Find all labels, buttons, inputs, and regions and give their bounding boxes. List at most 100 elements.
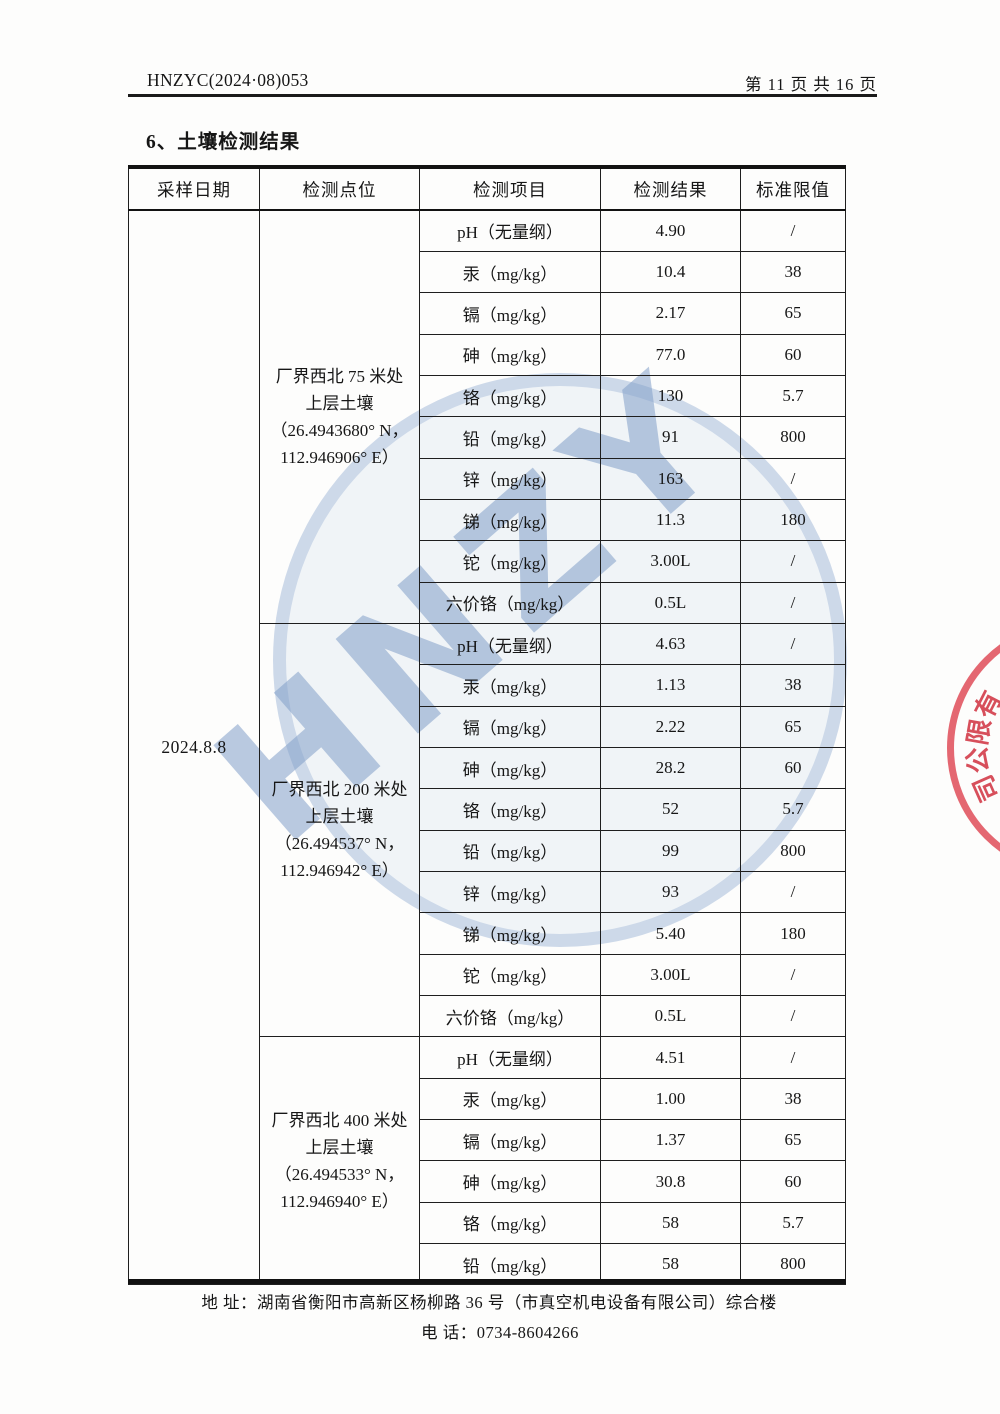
table-row: 厂界西北 400 米处 上层土壤 （26.494533° N， 112.9469… xyxy=(129,1036,846,1286)
location-line: 厂界西北 400 米处 xyxy=(271,1110,408,1130)
table-row: 锑（mg/kg） 5.40 180 xyxy=(129,912,846,955)
item-cell: 锌（mg/kg） xyxy=(419,870,601,914)
limit-cell: 180 xyxy=(740,912,846,955)
section-title: 6、土壤检测结果 xyxy=(146,132,301,153)
table-row: 2024.8.8 厂界西北 75 米处 上层土壤 （26.4943680° N，… xyxy=(128,209,846,1286)
table-header-row: 采样日期 检测点位 检测项目 检测结果 标准限值 xyxy=(128,165,846,211)
limit-cell: 800 xyxy=(740,829,846,873)
limit-cell: / xyxy=(740,870,846,914)
sample-date-cell: 2024.8.8 xyxy=(128,209,260,1286)
item-cell: 六价铬（mg/kg） xyxy=(419,995,601,1038)
item-cell: 铊（mg/kg） xyxy=(419,540,601,583)
limit-cell: 65 xyxy=(740,705,846,748)
table-row: 铬（mg/kg） 130 5.7 xyxy=(129,374,846,418)
result-cell: 4.63 xyxy=(600,622,741,666)
limit-cell: / xyxy=(740,622,846,666)
limit-cell: / xyxy=(740,1036,846,1079)
limit-cell: / xyxy=(740,581,846,624)
item-cell: 六价铬（mg/kg） xyxy=(419,581,601,624)
result-cell: 11.3 xyxy=(600,498,741,542)
col-header-sample-date: 采样日期 xyxy=(128,165,260,211)
limit-cell: / xyxy=(740,457,846,500)
item-cell: 铅（mg/kg） xyxy=(419,416,601,459)
limit-cell: 800 xyxy=(740,1243,846,1286)
limit-cell: 65 xyxy=(740,292,846,335)
item-cell: 铅（mg/kg） xyxy=(419,829,601,873)
table-row: 砷（mg/kg） 28.2 60 xyxy=(129,746,846,790)
result-cell: 1.37 xyxy=(600,1119,741,1162)
item-cell: 镉（mg/kg） xyxy=(419,1119,601,1162)
result-cell: 30.8 xyxy=(600,1160,741,1203)
col-header-limit: 标准限值 xyxy=(740,165,846,211)
location-cell-3: 厂界西北 400 米处 上层土壤 （26.494533° N， 112.9469… xyxy=(259,1036,420,1286)
location-line: （26.494537° N， xyxy=(274,834,405,854)
result-cell: 4.51 xyxy=(600,1036,741,1079)
table-row: 厂界西北 200 米处 上层土壤 （26.494537° N， 112.9469… xyxy=(129,622,846,1038)
limit-cell: 60 xyxy=(740,1160,846,1203)
item-cell: 镉（mg/kg） xyxy=(419,705,601,748)
limit-cell: 60 xyxy=(740,333,846,376)
limit-cell: 5.7 xyxy=(740,1201,846,1245)
item-cell: pH（无量纲） xyxy=(419,1036,601,1079)
table-row: 镉（mg/kg） 1.37 65 xyxy=(129,1119,846,1162)
limit-cell: / xyxy=(740,953,846,997)
location-line: 上层土壤 xyxy=(305,1137,374,1157)
footer-address: 地 址：湖南省衡阳市高新区杨柳路 36 号（市真空机电设备有限公司）综合楼 xyxy=(201,1293,777,1312)
result-cell: 130 xyxy=(600,374,741,418)
item-cell: 铬（mg/kg） xyxy=(419,1201,601,1245)
location-cell-1: 厂界西北 75 米处 上层土壤 （26.4943680° N， 112.9469… xyxy=(259,209,420,624)
item-cell: 锌（mg/kg） xyxy=(419,457,601,500)
item-cell: 锑（mg/kg） xyxy=(419,912,601,955)
location-line: （26.494533° N， xyxy=(274,1164,405,1184)
table-row: 铅（mg/kg） 58 800 xyxy=(129,1243,846,1286)
item-cell: 锑（mg/kg） xyxy=(419,498,601,542)
result-cell: 4.90 xyxy=(600,209,741,252)
table-row: 镉（mg/kg） 2.22 65 xyxy=(129,705,846,748)
table-row: 铅（mg/kg） 91 800 xyxy=(129,416,846,459)
document-number: HNZYC(2024·08)053 xyxy=(147,70,309,90)
result-cell: 52 xyxy=(600,788,741,831)
result-cell: 5.40 xyxy=(600,912,741,955)
result-cell: 3.00L xyxy=(600,953,741,997)
item-cell: 砷（mg/kg） xyxy=(419,746,601,790)
location-line: 112.946942° E） xyxy=(280,861,399,881)
table-row: 锌（mg/kg） 93/ xyxy=(129,870,846,914)
item-cell: 铬（mg/kg） xyxy=(419,374,601,418)
result-cell: 1.00 xyxy=(600,1077,741,1121)
header-rule xyxy=(128,94,877,97)
limit-cell: 65 xyxy=(740,1119,846,1162)
table-row: 汞（mg/kg） 1.13 38 xyxy=(129,664,846,707)
item-cell: 铅（mg/kg） xyxy=(419,1243,601,1286)
result-cell: 163 xyxy=(600,457,741,500)
item-cell: pH（无量纲） xyxy=(419,209,601,252)
result-cell: 3.00L xyxy=(600,540,741,583)
result-cell: 77.0 xyxy=(600,333,741,376)
col-header-location: 检测点位 xyxy=(259,165,420,211)
location-line: （26.4943680° N， xyxy=(270,420,409,440)
limit-cell: 5.7 xyxy=(740,374,846,418)
table-row: 砷（mg/kg） 77.0 60 xyxy=(129,333,846,376)
limit-cell: 60 xyxy=(740,746,846,790)
result-cell: 2.22 xyxy=(600,705,741,748)
item-cell: 镉（mg/kg） xyxy=(419,292,601,335)
location-line: 上层土壤 xyxy=(305,393,374,413)
limit-cell: 180 xyxy=(740,498,846,542)
table-row: 铬（mg/kg） 58 5.7 xyxy=(129,1201,846,1245)
item-cell: pH（无量纲） xyxy=(419,622,601,666)
result-cell: 1.13 xyxy=(600,664,741,707)
limit-cell: 38 xyxy=(740,1077,846,1121)
limit-cell: 38 xyxy=(740,664,846,707)
col-header-item: 检测项目 xyxy=(419,165,601,211)
item-cell: 汞（mg/kg） xyxy=(419,1077,601,1121)
table-row: 汞（mg/kg） 10.4 38 xyxy=(129,250,846,294)
result-cell: 93 xyxy=(600,870,741,914)
col-header-result: 检测结果 xyxy=(600,165,741,211)
table-row: 铊（mg/kg） 3.00L / xyxy=(129,540,846,583)
location-line: 上层土壤 xyxy=(305,807,374,827)
bottom-rule xyxy=(128,1279,846,1284)
limit-cell: 800 xyxy=(740,416,846,459)
limit-cell: / xyxy=(740,540,846,583)
item-cell: 砷（mg/kg） xyxy=(419,333,601,376)
location-line: 厂界西北 200 米处 xyxy=(271,780,408,800)
result-cell: 28.2 xyxy=(600,746,741,790)
